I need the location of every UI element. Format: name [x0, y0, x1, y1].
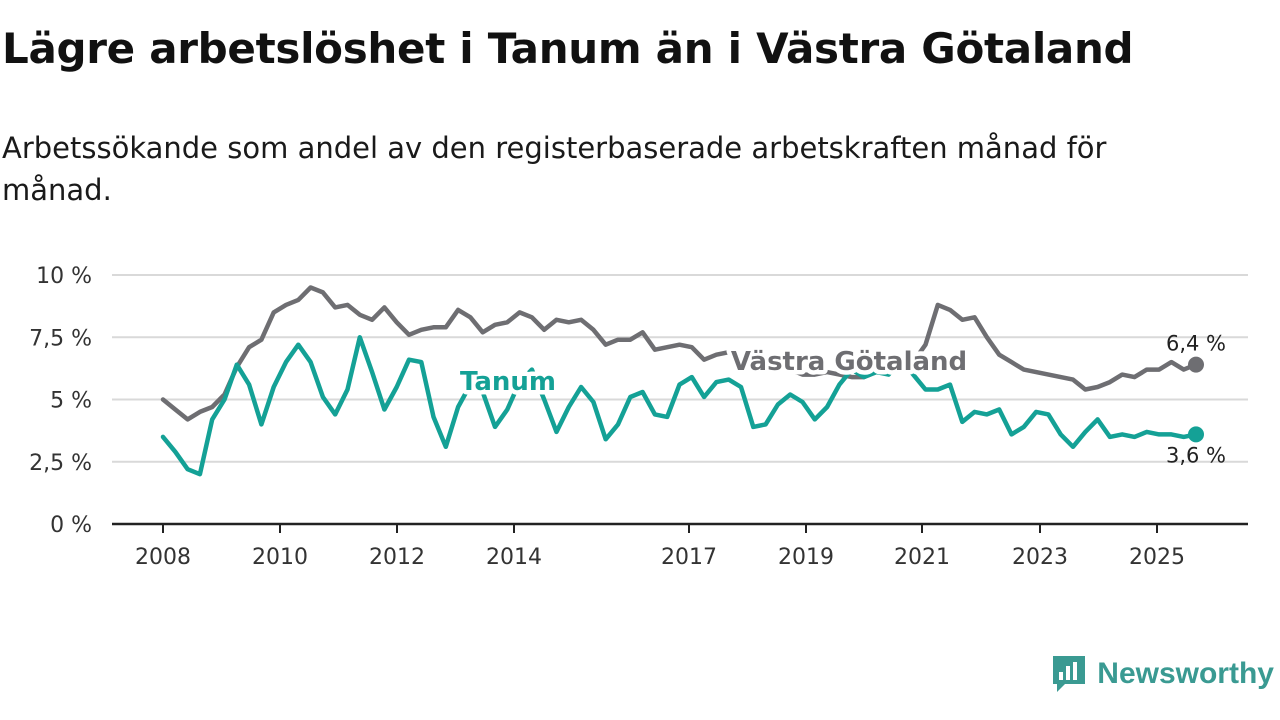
x-tick-label: 2023 — [1012, 545, 1068, 570]
series-lines — [160, 285, 1204, 477]
end-value-label: 6,4 % — [1166, 332, 1226, 356]
x-tick-label: 2025 — [1129, 545, 1185, 570]
end-point — [1188, 356, 1204, 373]
series-label: Tanum — [460, 367, 556, 397]
y-tick-label: 7,5 % — [29, 326, 92, 351]
y-tick-label: 2,5 % — [29, 451, 92, 476]
newsworthy-logo: Newsworthy — [1051, 652, 1274, 696]
end-value-label: 3,6 % — [1166, 443, 1226, 467]
y-axis-ticks: 0 % 2,5 % 5 % 7,5 % 10 % — [29, 264, 92, 538]
x-tick-label: 2008 — [135, 545, 191, 570]
y-tick-label: 0 % — [50, 513, 92, 538]
x-tick-label: 2014 — [486, 545, 542, 570]
x-axis: 2008 2010 2012 2014 2017 2019 2021 2023 2025 — [112, 522, 1248, 570]
gridlines — [112, 274, 1248, 463]
series-line-vastra-gotaland — [160, 285, 1199, 422]
series-label: Västra Götaland — [731, 347, 967, 377]
y-tick-label: 10 % — [36, 264, 92, 289]
chart-subtitle: Arbetssökande som andel av den registerb… — [2, 131, 1107, 207]
chart-title: Lägre arbetslöshet i Tanum än i Västra G… — [2, 24, 1134, 73]
newsworthy-icon — [1053, 656, 1086, 692]
x-tick-label: 2019 — [778, 545, 834, 570]
x-tick-label: 2017 — [661, 545, 717, 570]
x-tick-label: 2021 — [894, 545, 950, 570]
line-chart: 0 % 2,5 % 5 % 7,5 % 10 % 2008 2010 2012 2014 201… — [29, 264, 1248, 570]
brand-name: Newsworthy — [1097, 657, 1274, 690]
end-point — [1188, 426, 1204, 443]
series-line-tanum — [160, 335, 1199, 477]
series-label-halo: Västra Götaland — [731, 347, 967, 377]
x-tick-label: 2012 — [369, 545, 425, 570]
series-label-halo: Tanum — [460, 367, 556, 397]
y-tick-label: 5 % — [50, 389, 92, 414]
x-tick-label: 2010 — [252, 545, 308, 570]
